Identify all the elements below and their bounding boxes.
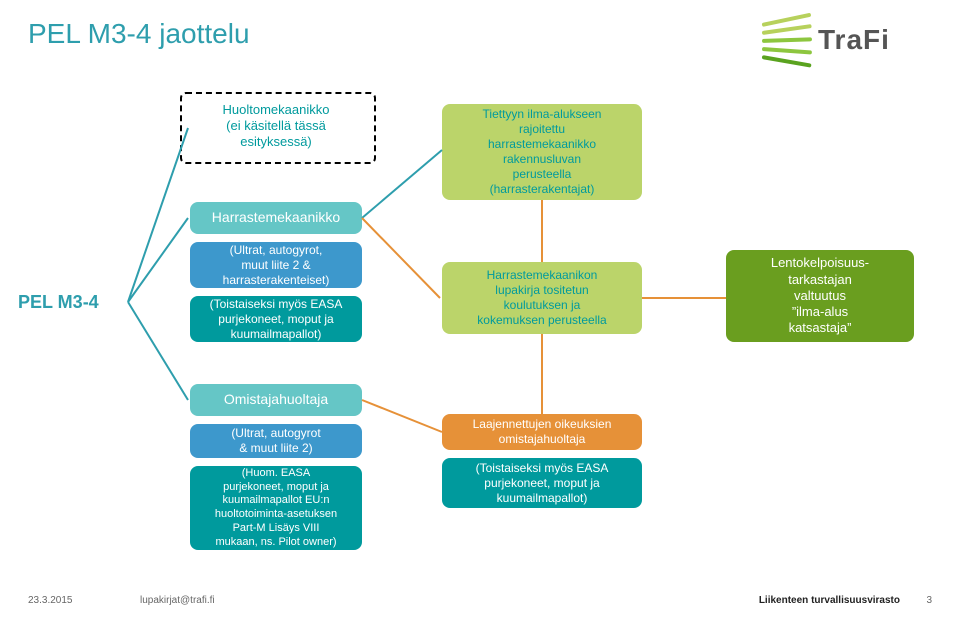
logo-stripes-icon	[760, 19, 812, 61]
footer-page: 3	[926, 595, 932, 606]
box-lentokelpoisuus: Lentokelpoisuus-tarkastajanvaltuutus”ilm…	[726, 250, 914, 342]
title-text: PEL M3-4 jaottelu	[28, 18, 250, 49]
box-huoltomekaanikko: Huoltomekaanikko(ei käsitellä tässäesity…	[190, 98, 362, 154]
box-huom: (Huom. EASApurjekoneet, moput jakuumailm…	[190, 466, 362, 550]
box-ultrat2: (Ultrat, autogyrot& muut liite 2)	[190, 424, 362, 458]
box-laajennettujen: Laajennettujen oikeuksienomistajahuoltaj…	[442, 414, 642, 450]
footer-email: lupakirjat@trafi.fi	[140, 595, 215, 606]
slide: PEL M3-4 jaottelu TraFi PEL M3-4 Huoltom…	[0, 0, 960, 620]
box-tiettyyn: Tiettyyn ilma-alukseenrajoitettuharraste…	[442, 104, 642, 200]
box-ultrat1: (Ultrat, autogyrot,muut liite 2 &harrast…	[190, 242, 362, 288]
footer-agency: Liikenteen turvallisuusvirasto	[759, 595, 900, 606]
box-omistajahuoltaja: Omistajahuoltaja	[190, 384, 362, 416]
trafi-logo: TraFi	[760, 15, 930, 65]
logo-text: TraFi	[818, 24, 890, 56]
slide-title: PEL M3-4 jaottelu	[28, 18, 250, 50]
box-toistaiseksi1: (Toistaiseksi myös EASApurjekoneet, mopu…	[190, 296, 362, 342]
box-toistaiseksi2: (Toistaiseksi myös EASApurjekoneet, mopu…	[442, 458, 642, 508]
root-label: PEL M3-4	[18, 292, 99, 313]
root-label-text: PEL M3-4	[18, 292, 99, 312]
box-lupakirja: Harrastemekaanikonlupakirja tositetunkou…	[442, 262, 642, 334]
box-harrastemekaanikko: Harrastemekaanikko	[190, 202, 362, 234]
footer-date: 23.3.2015	[28, 595, 73, 606]
